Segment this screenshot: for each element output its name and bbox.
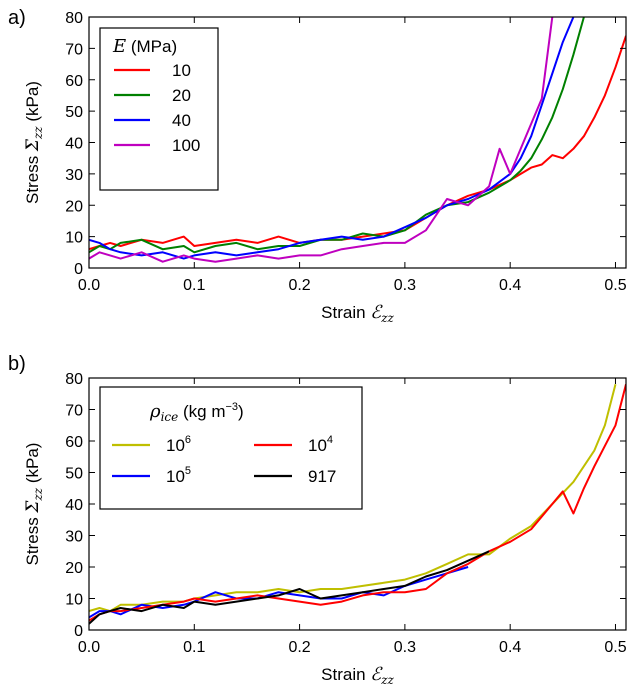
chart-panel-b: 0.0 0.1 0.2 0.3 0.4 0.5 0 10 20 30 40 50 60 70 80 b) Str… bbox=[8, 353, 627, 687]
x-axis-label-subscript: zz bbox=[380, 311, 394, 325]
x-tick-label: 0.5 bbox=[604, 639, 626, 656]
x-tick-label: 0.5 bbox=[604, 277, 626, 294]
series-group bbox=[89, 17, 626, 263]
chart-panel-a: 0.0 0.1 0.2 0.3 0.4 0.5 0 10 20 30 40 50 60 70 80 a) Str… bbox=[8, 7, 627, 325]
y-axis-label-symbol: Σ bbox=[23, 138, 43, 152]
series-line-10-e6 bbox=[89, 384, 617, 613]
series-line-917 bbox=[89, 550, 490, 625]
series-line-100 bbox=[89, 17, 554, 263]
y-axis-label-subscript: zz bbox=[31, 126, 45, 140]
series-group bbox=[89, 384, 626, 625]
legend-title: E (MPa) bbox=[112, 36, 177, 57]
legend-box bbox=[99, 27, 219, 191]
x-axis-label-text: Strain bbox=[321, 665, 370, 684]
y-tick-label: 40 bbox=[65, 497, 83, 514]
y-tick-label: 30 bbox=[65, 529, 83, 546]
y-axis-label-text: Stress bbox=[23, 151, 42, 204]
y-tick-label: 20 bbox=[65, 560, 83, 577]
legend-label: 100 bbox=[172, 136, 200, 155]
panel-label: b) bbox=[8, 353, 26, 375]
x-axis-label-text: Strain bbox=[321, 303, 370, 322]
panel-label: a) bbox=[8, 7, 26, 29]
series-line-40 bbox=[89, 17, 575, 260]
legend-label-exponent: 5 bbox=[185, 465, 191, 477]
x-tick-label: 0.2 bbox=[288, 639, 310, 656]
y-tick-label: 60 bbox=[65, 434, 83, 451]
y-tick-label: 50 bbox=[65, 466, 83, 483]
x-tick-label: 0.3 bbox=[394, 639, 416, 656]
x-axis-label-symbol: ℰ bbox=[370, 664, 383, 685]
legend-label: 104 bbox=[308, 434, 333, 455]
legend-title-exponent: −3 bbox=[226, 401, 239, 413]
y-tick-label: 70 bbox=[65, 41, 83, 58]
y-axis-label-subscript: zz bbox=[31, 487, 45, 501]
y-axis-label-symbol: Σ bbox=[23, 500, 43, 514]
legend-title-symbol: ρ bbox=[149, 401, 161, 422]
legend-label: 105 bbox=[166, 465, 191, 486]
legend-title-close: ) bbox=[238, 402, 244, 421]
x-tick-label: 0.0 bbox=[78, 639, 100, 656]
y-axis-label-text: Stress bbox=[23, 513, 42, 566]
x-tick-label: 0.3 bbox=[394, 277, 416, 294]
legend-label-text: 40 bbox=[172, 111, 191, 130]
x-axis-label-symbol: ℰ bbox=[370, 302, 383, 323]
y-tick-label: 50 bbox=[65, 104, 83, 121]
legend-label-text: 10 bbox=[308, 436, 327, 455]
y-tick-label: 40 bbox=[65, 136, 83, 153]
legend-label-text: 917 bbox=[308, 467, 336, 486]
legend-label: 106 bbox=[166, 434, 191, 455]
y-tick-label: 30 bbox=[65, 167, 83, 184]
y-axis-label-unit: (kPa) bbox=[23, 443, 42, 488]
legend-label: 10 bbox=[172, 61, 191, 80]
x-tick-label: 0.4 bbox=[499, 639, 521, 656]
y-tick-label: 20 bbox=[65, 198, 83, 215]
legend-label: 917 bbox=[308, 467, 336, 486]
legend-label-text: 10 bbox=[166, 436, 185, 455]
y-tick-label: 80 bbox=[65, 371, 83, 388]
legend-label-text: 20 bbox=[172, 86, 191, 105]
x-axis-label: Strain ℰzz bbox=[321, 302, 394, 325]
legend-title-unit: (kg m bbox=[178, 402, 225, 421]
x-tick-label: 0.1 bbox=[183, 277, 205, 294]
legend-label-exponent: 6 bbox=[185, 434, 191, 446]
x-tick-label: 0.0 bbox=[78, 277, 100, 294]
y-tick-label: 0 bbox=[74, 623, 83, 640]
y-axis-label-unit: (kPa) bbox=[23, 81, 42, 126]
legend-label-text: 10 bbox=[166, 467, 185, 486]
legend-label: 20 bbox=[172, 86, 191, 105]
x-tick-label: 0.1 bbox=[183, 639, 205, 656]
legend-box bbox=[99, 386, 363, 510]
legend-label-text: 100 bbox=[172, 136, 200, 155]
x-tick-label: 0.4 bbox=[499, 277, 521, 294]
y-tick-label: 0 bbox=[74, 261, 83, 278]
x-axis-label: Strain ℰzz bbox=[321, 664, 394, 687]
y-tick-label: 60 bbox=[65, 73, 83, 90]
legend: E (MPa) 10 20 40 100 bbox=[99, 27, 219, 191]
series-line-20 bbox=[89, 17, 585, 254]
y-axis-label: Stress Σzz (kPa) bbox=[23, 443, 45, 566]
y-axis-label: Stress Σzz (kPa) bbox=[23, 81, 45, 204]
legend-title-symbol: E bbox=[112, 36, 126, 57]
legend-title-unit: (MPa) bbox=[126, 37, 177, 56]
legend-label-text: 10 bbox=[172, 61, 191, 80]
y-tick-label: 10 bbox=[65, 230, 83, 247]
y-tick-label: 10 bbox=[65, 592, 83, 609]
y-tick-label: 80 bbox=[65, 10, 83, 27]
legend-label: 40 bbox=[172, 111, 191, 130]
legend-label-exponent: 4 bbox=[327, 434, 333, 446]
x-axis-label-subscript: zz bbox=[380, 673, 394, 687]
x-tick-label: 0.2 bbox=[288, 277, 310, 294]
legend-title: ρice (kg m−3) bbox=[149, 401, 244, 424]
legend-title-subscript: ice bbox=[161, 410, 179, 424]
y-tick-label: 70 bbox=[65, 403, 83, 420]
